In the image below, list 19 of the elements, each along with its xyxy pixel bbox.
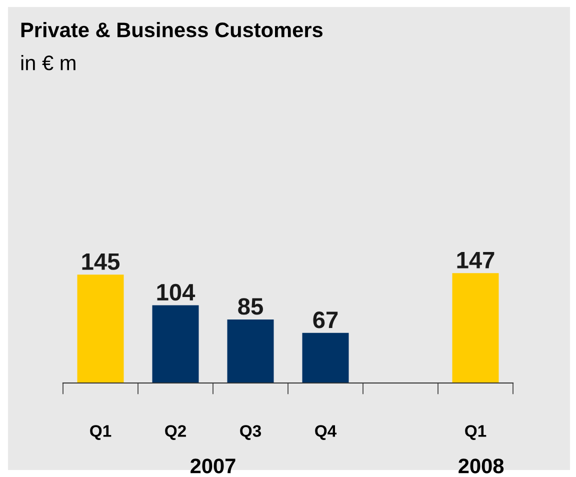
data-label: 85 [238,298,263,315]
bar [302,332,349,383]
chart-title: Private & Business Customers [21,22,322,38]
data-label: 67 [313,312,338,328]
x-tick-label: Q1 [90,425,112,440]
data-label: 147 [457,252,494,268]
x-tick-label: Q3 [240,425,262,440]
bar [452,273,499,383]
chart-subtitle: in € m [21,55,76,70]
bar [227,319,274,383]
x-tick-label: Q1 [465,425,486,440]
data-label: 145 [82,253,120,270]
bar [77,274,124,383]
text: 2007 [190,458,236,474]
text: 2008 [458,458,504,474]
bar [152,305,199,383]
data-label: 104 [157,284,196,301]
x-tick-label: Q2 [165,425,186,440]
x-tick-label: Q4 [315,425,337,440]
